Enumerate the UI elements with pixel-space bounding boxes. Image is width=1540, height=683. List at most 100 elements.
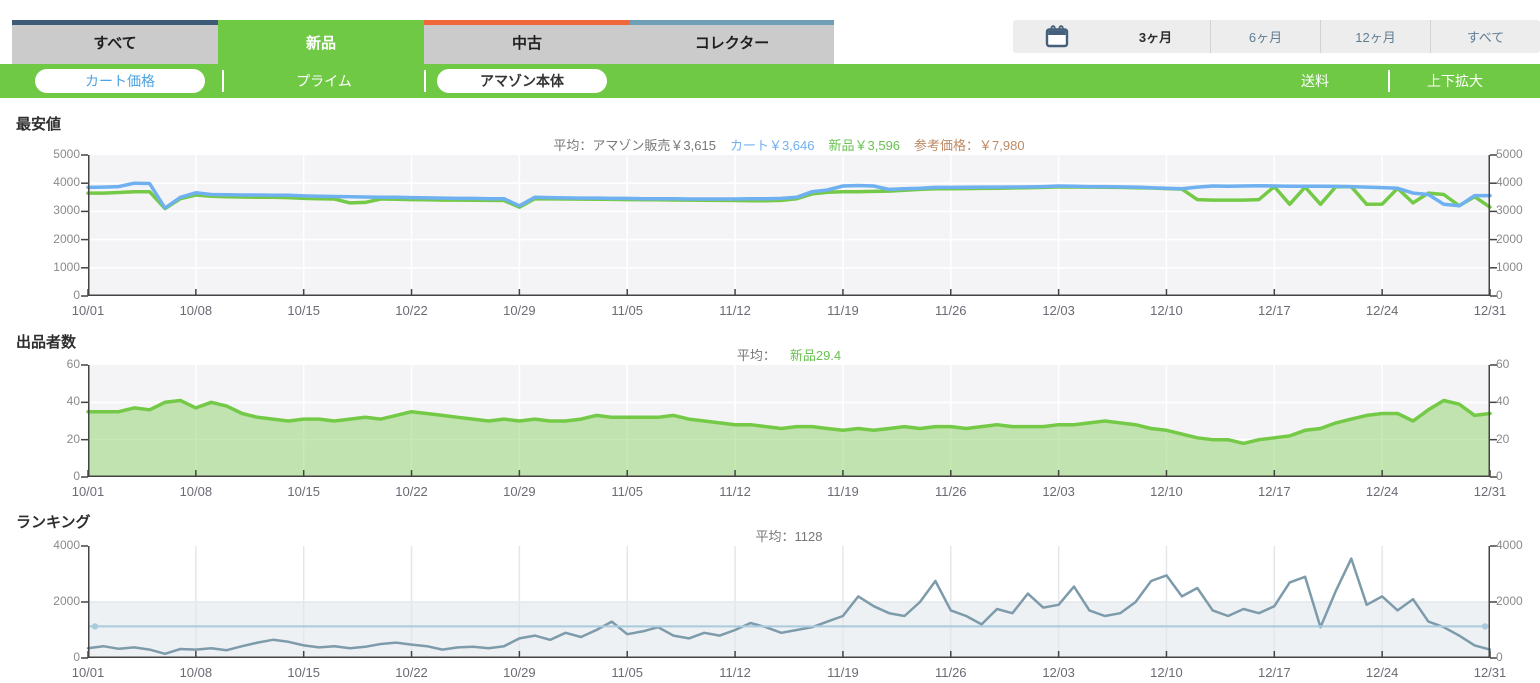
chart-canvas[interactable] [81,545,1497,659]
x-axis-tick-label: 12/10 [1150,665,1183,680]
x-axis-tick-label: 10/15 [287,484,320,499]
y-axis-tick-label: 0 [73,469,80,483]
x-axis-tick-label: 11/26 [934,665,967,680]
y-axis-tick-label: 2000 [53,594,80,608]
x-axis-tick-label: 10/01 [71,484,105,499]
y-axis-tick-label: 0 [1496,650,1503,664]
tab-all-conditions[interactable]: すべて [12,20,218,64]
separator [1388,70,1390,92]
x-axis-tick-label: 12/31 [1473,484,1507,499]
y-axis-tick-label: 5000 [53,147,80,161]
x-axis-tick-label: 11/12 [719,665,751,680]
average-annotation-part: 平均：1128 [755,529,823,544]
x-axis-tick-label: 10/08 [179,484,213,499]
average-annotation-part: 参考価格：￥7,980 [914,138,1025,153]
y-axis-tick-label: 20 [66,431,80,446]
x-axis-tick-label: 12/24 [1365,484,1399,499]
x-axis-tick-label: 11/19 [827,665,859,680]
expand-vertical-toggle[interactable]: 上下拡大 [1427,73,1483,89]
y-axis-tick-label: 2000 [1496,594,1523,608]
y-axis-tick-label: 60 [1496,357,1510,371]
x-axis-tick-label: 12/24 [1365,303,1399,318]
x-axis-tick-label: 11/05 [611,665,643,680]
y-axis-tick-label: 4000 [53,175,80,190]
x-axis-tick-label: 10/22 [395,484,428,499]
average-annotation-part: 平均：アマゾン販売￥3,615 [553,138,716,153]
y-axis-tick-label: 40 [1496,394,1510,409]
y-axis-tick-label: 0 [73,288,80,302]
x-axis-tick-label: 10/08 [179,303,213,318]
calendar-icon [1013,20,1101,53]
amazon-toggle[interactable]: アマゾン本体 [437,69,607,93]
ranking-chart[interactable] [81,545,1497,659]
x-axis-tick-label: 10/08 [179,665,213,680]
average-annotation: 平均：1128 [88,526,1490,545]
range-12-months-button[interactable]: 12ヶ月 [1320,20,1430,53]
x-axis-tick-label: 12/17 [1258,665,1291,680]
average-annotation-part: カート￥3,646 [729,138,815,153]
prime-toggle[interactable]: プライム [296,73,352,89]
average-annotation: 平均： 新品29.4 [88,345,1490,364]
y-axis-tick-label: 3000 [1496,203,1523,218]
y-axis-tick-label: 2000 [1496,231,1523,246]
x-axis-tick-label: 12/03 [1042,484,1075,499]
average-annotation-part: 平均： [736,348,776,363]
series-filter-bar: カート価格 プライム アマゾン本体 送料 上下拡大 [0,64,1540,98]
x-axis-tick-label: 11/26 [934,303,967,318]
lowest-price-chart[interactable] [81,154,1497,297]
tab-accent-bar [630,20,834,25]
y-axis-tick-label: 40 [66,394,80,409]
x-axis-tick-label: 10/29 [503,303,536,318]
y-axis-tick-label: 1000 [1496,259,1523,274]
tab-label: 新品 [305,34,336,52]
x-axis-tick-label: 11/19 [827,484,859,499]
seller-count-chart[interactable] [81,364,1497,478]
y-axis-tick-label: 20 [1496,431,1510,446]
cart-price-toggle[interactable]: カート価格 [35,69,205,93]
time-range-selector: 3ヶ月 6ヶ月 12ヶ月 すべて [1013,20,1540,53]
chart-title-seller-count: 出品者数 [16,334,77,351]
shipping-toggle[interactable]: 送料 [1301,73,1329,89]
x-axis-tick-label: 10/29 [503,665,536,680]
x-axis-tick-label: 10/29 [503,484,536,499]
y-axis-tick-label: 4000 [1496,175,1523,190]
range-3-months-button[interactable]: 3ヶ月 [1138,30,1173,45]
y-axis-tick-label: 0 [1496,288,1503,302]
chart-title-ranking: ランキング [16,514,91,531]
x-axis-tick-label: 12/10 [1150,303,1183,318]
y-axis-tick-label: 2000 [53,231,80,246]
tab-collector[interactable]: コレクター [630,20,834,64]
y-axis-tick-label: 3000 [53,203,80,218]
x-axis-tick-label: 10/15 [287,665,320,680]
x-axis-tick-label: 11/12 [719,484,751,499]
x-axis-tick-label: 10/01 [71,665,105,680]
tab-used[interactable]: 中古 [424,20,630,64]
separator [222,70,224,92]
range-6-months-button[interactable]: 6ヶ月 [1210,20,1320,53]
x-axis-tick-label: 12/31 [1473,665,1507,680]
x-axis-tick-label: 10/22 [395,303,428,318]
tab-accent-bar [12,20,218,25]
x-axis-tick-label: 12/31 [1473,303,1507,318]
x-axis-tick-label: 11/05 [611,303,643,318]
y-axis-tick-label: 4000 [53,538,80,552]
chart-title-lowest-price: 最安値 [16,116,62,133]
tab-new[interactable]: 新品 [218,20,424,64]
x-axis-tick-label: 12/03 [1042,303,1075,318]
y-axis-tick-label: 1000 [53,259,80,274]
x-axis-tick-label: 12/03 [1042,665,1075,680]
x-axis-tick-label: 11/19 [827,303,859,318]
x-axis-tick-label: 11/05 [611,484,643,499]
average-annotation: 平均：アマゾン販売￥3,615 カート￥3,646 新品￥3,596 参考価格：￥7,… [88,135,1490,154]
y-axis-tick-label: 60 [66,357,80,371]
tab-label: コレクター [694,34,770,52]
tab-label: 中古 [511,34,542,52]
x-axis-tick-label: 10/22 [395,665,428,680]
x-axis-tick-label: 12/10 [1150,484,1183,499]
chart-canvas[interactable] [81,154,1497,297]
chart-canvas[interactable] [81,364,1497,478]
range-all-button[interactable]: すべて [1430,20,1540,53]
x-axis-tick-label: 12/17 [1258,484,1291,499]
x-axis-tick-label: 11/26 [934,484,967,499]
